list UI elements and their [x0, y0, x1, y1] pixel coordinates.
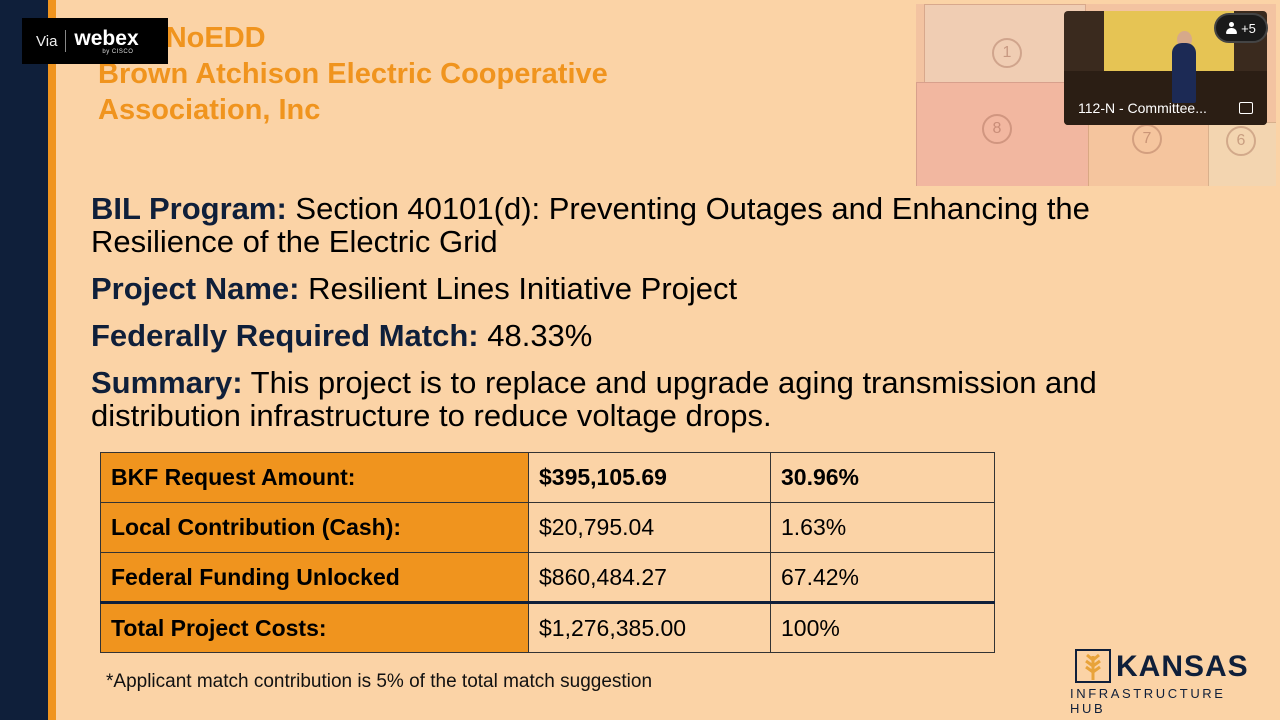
table-row: Local Contribution (Cash): $20,795.04 1.… — [100, 502, 995, 553]
footnote: *Applicant match contribution is 5% of t… — [106, 671, 653, 692]
row-amount: $860,484.27 — [528, 552, 771, 603]
map-district-6: 6 — [1226, 126, 1256, 156]
row-percent: 1.63% — [770, 502, 995, 553]
logo-main-text: KANSAS — [1116, 650, 1249, 683]
participants-button[interactable]: +5 — [1214, 13, 1268, 43]
map-district-1: 1 — [992, 38, 1022, 68]
row-label: Local Contribution (Cash): — [100, 502, 529, 553]
row-amount: $1,276,385.00 — [528, 601, 771, 653]
row-percent: 30.96% — [770, 452, 995, 503]
row-amount: $20,795.04 — [528, 502, 771, 553]
row-label: Total Project Costs: — [100, 601, 529, 653]
logo-sub-text: INFRASTRUCTURE HUB — [1070, 686, 1226, 716]
webex-logo: webex — [74, 26, 139, 50]
table-row: Federal Funding Unlocked $860,484.27 67.… — [100, 552, 995, 603]
video-label-bar: 112-N - Committee... — [1064, 93, 1267, 123]
cisco-sublabel: by CISCO — [102, 48, 134, 55]
title-line-2: Brown Atchison Electric Cooperative — [98, 58, 608, 90]
funding-table: BKF Request Amount: $395,105.69 30.96% L… — [100, 452, 995, 653]
slide-title: -108-NoEDD Brown Atchison Electric Coope… — [98, 20, 608, 128]
title-line-1: -108-NoEDD — [98, 22, 266, 54]
left-navy-bar — [0, 0, 48, 720]
slide-body: BIL Program: Section 40101(d): Preventin… — [91, 192, 1191, 446]
map-district-8: 8 — [982, 114, 1012, 144]
participant-video-tile[interactable]: 112-N - Committee... — [1064, 11, 1267, 125]
project-name-line: Project Name: Resilient Lines Initiative… — [91, 271, 738, 306]
row-label: Federal Funding Unlocked — [100, 552, 529, 603]
summary-line: Summary: This project is to replace and … — [91, 365, 1097, 433]
left-orange-accent — [48, 0, 56, 720]
wheat-icon — [1075, 649, 1111, 683]
map-district-7: 7 — [1132, 124, 1162, 154]
via-label: Via — [36, 32, 58, 50]
table-row: Total Project Costs: $1,276,385.00 100% — [100, 601, 995, 653]
row-percent: 67.42% — [770, 552, 995, 603]
row-amount: $395,105.69 — [528, 452, 771, 503]
row-percent: 100% — [770, 601, 995, 653]
title-line-3: Association, Inc — [98, 94, 321, 126]
person-icon — [1226, 22, 1238, 34]
participants-count: +5 — [1241, 20, 1256, 36]
video-participant-name: 112-N - Committee... — [1078, 100, 1207, 116]
bil-program-line: BIL Program: Section 40101(d): Preventin… — [91, 191, 1090, 259]
expand-video-icon[interactable] — [1239, 102, 1253, 114]
webex-badge: Via webex by CISCO — [22, 18, 168, 64]
row-label: BKF Request Amount: — [100, 452, 529, 503]
table-row: BKF Request Amount: $395,105.69 30.96% — [100, 452, 995, 503]
kansas-infrastructure-hub-logo: KANSAS INFRASTRUCTURE HUB — [1070, 648, 1260, 716]
federal-match-line: Federally Required Match: 48.33% — [91, 318, 593, 353]
